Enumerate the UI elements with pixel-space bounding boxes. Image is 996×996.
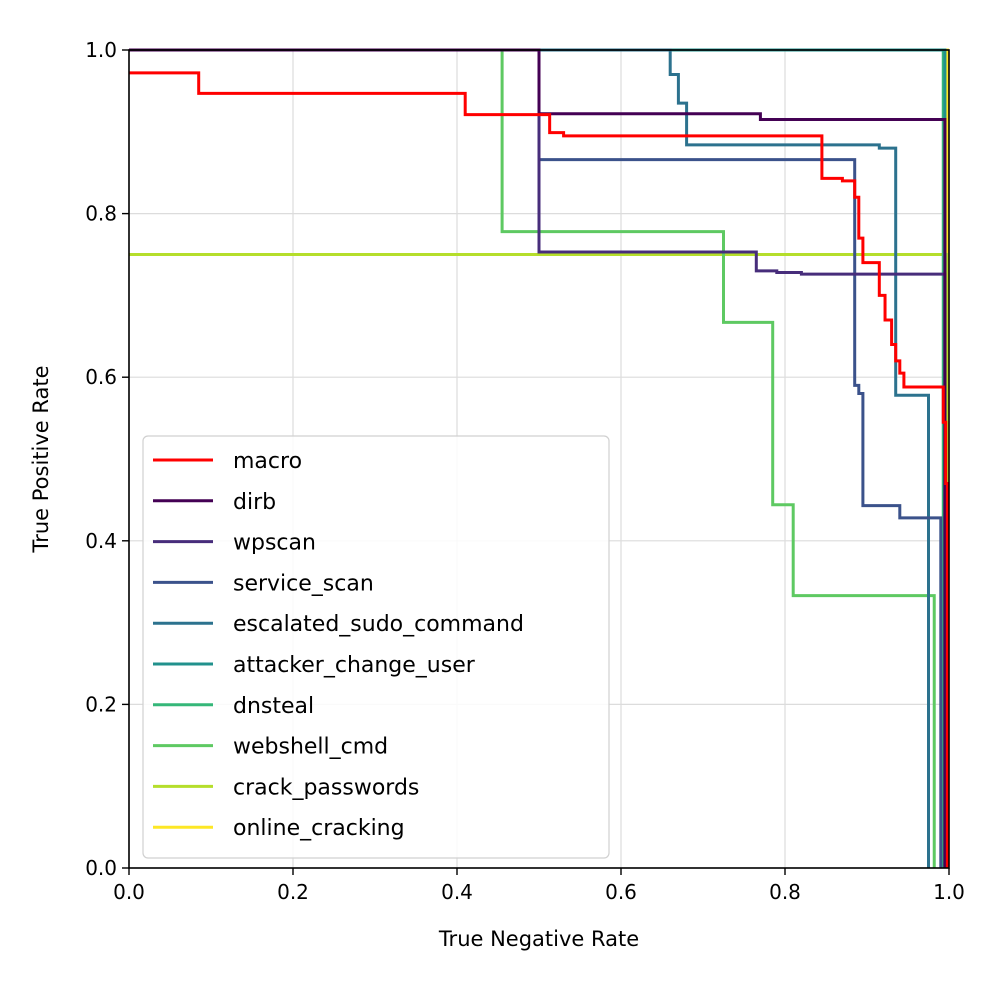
legend-label-dnsteal: dnsteal: [233, 694, 314, 719]
legend-label-webshell_cmd: webshell_cmd: [233, 735, 388, 760]
y-tick-label-4: 0.8: [85, 202, 117, 226]
series-line-escalated_sudo_command: [129, 48, 930, 868]
series-line-webshell_cmd: [129, 48, 936, 868]
y-tick-label-5: 1.0: [85, 38, 117, 62]
x-tick-label-2: 0.4: [441, 880, 473, 904]
legend: macro dirb wpscan service_scan escalated_sud…: [142, 435, 610, 859]
x-axis-label: True Negative Rate: [438, 927, 639, 951]
legend-label-crack_passwords: crack_passwords: [233, 775, 419, 800]
x-tick-label-5: 1.0: [933, 880, 965, 904]
x-tick-label-1: 0.2: [277, 880, 309, 904]
legend-box: [142, 435, 610, 859]
series-line-wpscan: [129, 48, 947, 868]
ticks: 0.0 0.2 0.4 0.6 0.8 1.0 0.0 0.2 0.4 0.6 0.8 1.0: [85, 38, 965, 904]
x-tick-label-0: 0.0: [113, 880, 145, 904]
y-tick-label-0: 0.0: [85, 856, 117, 880]
legend-label-dirb: dirb: [233, 490, 276, 515]
x-tick-label-3: 0.6: [605, 880, 637, 904]
legend-label-macro: macro: [233, 449, 302, 474]
x-tick-label-4: 0.8: [769, 880, 801, 904]
y-tick-label-2: 0.4: [85, 529, 117, 553]
legend-label-escalated_sudo_command: escalated_sudo_command: [233, 612, 524, 637]
legend-label-service_scan: service_scan: [233, 571, 374, 596]
y-tick-label-3: 0.6: [85, 365, 117, 389]
series-line-macro: [129, 71, 949, 868]
y-tick-label-1: 0.2: [85, 692, 117, 716]
series-line-service_scan: [129, 48, 943, 868]
y-axis-label: True Positive Rate: [29, 365, 53, 553]
legend-label-online_cracking: online_cracking: [233, 816, 405, 841]
legend-label-wpscan: wpscan: [233, 531, 316, 556]
legend-label-attacker_change_user: attacker_change_user: [233, 653, 476, 678]
plot-frame: [128, 49, 950, 869]
